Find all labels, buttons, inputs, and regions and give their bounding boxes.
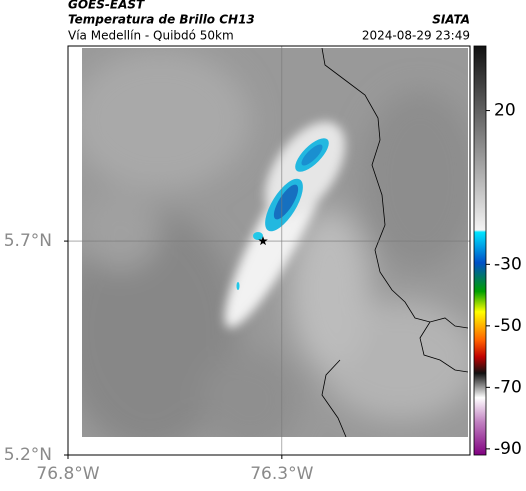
datetime: 2024-08-29 23:49 <box>362 29 470 43</box>
colorbar-tick-label: -30 <box>494 254 522 274</box>
colorbar-tick-label: -50 <box>494 316 522 336</box>
satellite-image <box>82 48 468 437</box>
colorbar <box>473 45 487 456</box>
x-tick-label: 76.3°W <box>250 464 313 484</box>
location-marker <box>258 236 268 246</box>
subtitle: Vía Medellín - Quibdó 50km <box>68 29 234 43</box>
y-tick-label: 5.7°N <box>4 231 52 251</box>
x-tick-label: 76.8°W <box>36 464 99 484</box>
source: GOES-EAST <box>68 0 145 12</box>
colorbar-tick-label: -90 <box>494 439 522 459</box>
y-tick-label: 5.2°N <box>4 445 52 465</box>
map-frame <box>67 45 471 456</box>
colorbar-tick-label: 20 <box>494 101 516 121</box>
credit: SIATA <box>432 13 470 27</box>
colorbar-tick-label: -70 <box>494 377 522 397</box>
title: Temperatura de Brillo CH13 <box>68 13 255 27</box>
